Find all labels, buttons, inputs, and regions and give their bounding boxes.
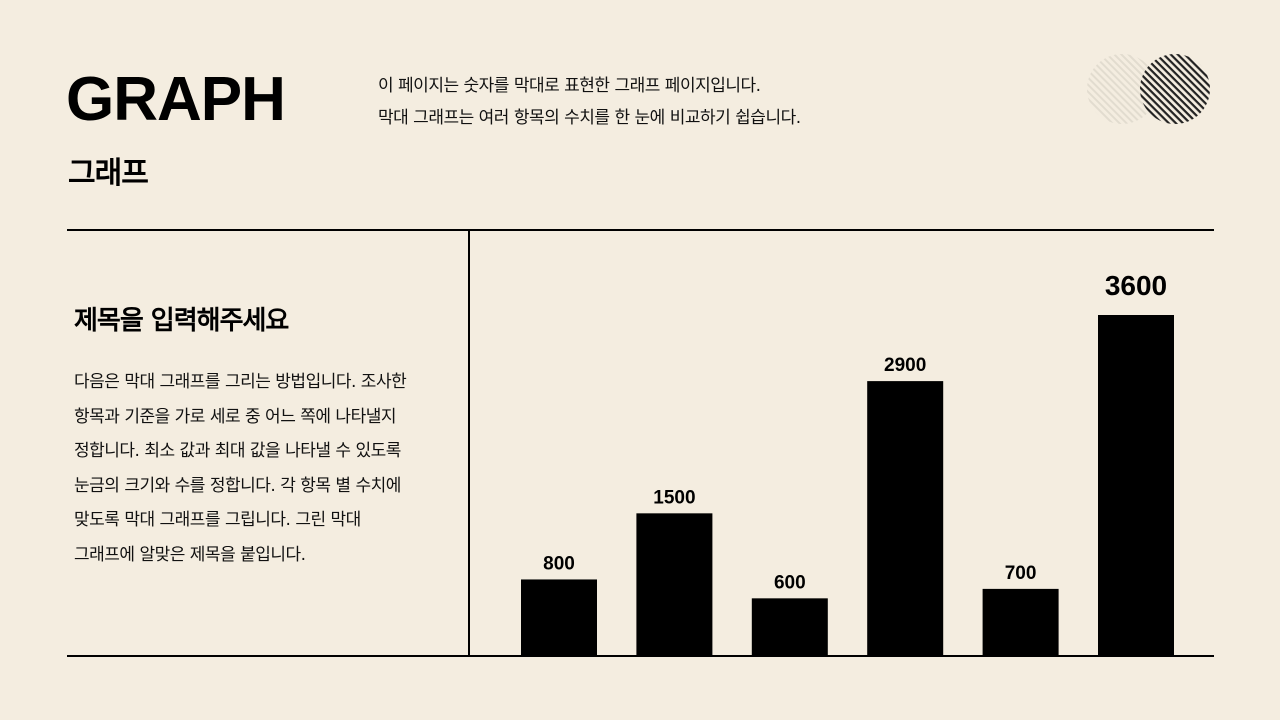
bar	[982, 588, 1059, 655]
page-subtitle: 그래프	[68, 156, 149, 191]
description-line: 막대 그래프는 여러 항목의 수치를 한 눈에 비교하기 쉽습니다.	[378, 108, 801, 128]
bar-value-label: 700	[1005, 563, 1037, 584]
bar	[521, 579, 597, 655]
bar	[1098, 315, 1174, 655]
bar-value-label: 800	[543, 553, 575, 574]
vertical-divider	[468, 230, 470, 656]
bar-value-label: 3600	[1105, 270, 1167, 301]
dark-circle	[1140, 54, 1210, 124]
section-body: 다음은 막대 그래프를 그리는 방법입니다. 조사한 항목과 기준을 가로 세로…	[74, 372, 407, 565]
page-title: GRAPH	[66, 65, 286, 134]
bar	[636, 513, 713, 655]
bar-value-label: 600	[774, 572, 806, 593]
faded-circle	[1087, 54, 1157, 124]
section-heading: 제목을 입력해주세요	[74, 306, 289, 336]
description-line: 이 페이지는 숫자를 막대로 표현한 그래프 페이지입니다.	[378, 76, 761, 96]
bottom-divider	[67, 655, 1214, 657]
bar-chart: 800 1500 600 2900 700 3600	[521, 270, 1174, 655]
bar	[751, 598, 828, 655]
bar-value-label: 2900	[884, 355, 926, 376]
bar	[867, 381, 944, 655]
top-divider	[67, 229, 1214, 231]
hatched-circles-icon	[1087, 54, 1210, 124]
bar-value-label: 1500	[653, 487, 695, 508]
page-description: 이 페이지는 숫자를 막대로 표현한 그래프 페이지입니다. 막대 그래프는 여…	[378, 70, 801, 134]
